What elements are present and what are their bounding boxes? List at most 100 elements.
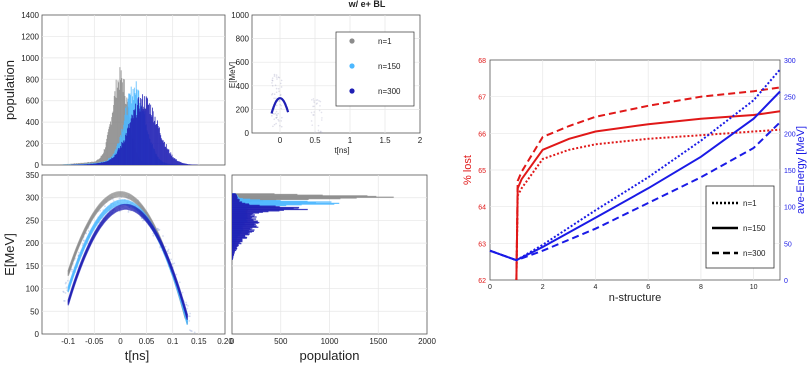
scatter-point [167, 248, 170, 251]
x-tick-label: 0.05 [139, 337, 155, 346]
y-tick-label: 400 [26, 118, 40, 127]
scatter-point [65, 281, 67, 284]
y-tick-label: 200 [26, 140, 40, 149]
x-tick-label: 0 [278, 136, 283, 145]
x-tick-label: 4 [594, 284, 598, 291]
inset-point [280, 104, 283, 107]
scatter-point [175, 273, 178, 276]
inset-point [280, 107, 283, 110]
scatter-point [190, 330, 193, 333]
scatter-point [169, 252, 171, 255]
inset-point [278, 120, 280, 122]
energy-line-n150 [489, 90, 781, 262]
inset-point [275, 110, 278, 113]
y-tick-label: 64 [478, 205, 486, 212]
x-tick-label: 2000 [418, 337, 436, 346]
inset-point [314, 131, 316, 134]
legend-marker-light_blue [349, 63, 355, 69]
lost-line-n1 [515, 128, 781, 281]
y-tick-label: 800 [236, 35, 250, 44]
lost-line-n150 [515, 110, 781, 281]
inset-point [315, 103, 318, 105]
y-tick-label: 200 [26, 239, 40, 248]
inset-point [312, 98, 315, 100]
inset-point [318, 109, 321, 112]
lost-line-n300 [515, 86, 781, 281]
inset-point [271, 82, 273, 84]
inset-point [317, 129, 320, 132]
y-tick-label: 250 [26, 216, 40, 225]
inset-point [271, 79, 274, 81]
x-tick-label: 1000 [321, 337, 339, 346]
y-tick-label: 150 [26, 262, 40, 271]
inset-point [275, 74, 278, 76]
inset-point [317, 124, 320, 127]
y-tick-label: 68 [478, 58, 486, 65]
scatter-point [189, 312, 191, 315]
inset-point [273, 73, 276, 76]
scatter-point [185, 301, 188, 304]
inset-point [313, 114, 315, 116]
scatter-point [158, 228, 161, 231]
inset-point [310, 111, 313, 114]
scatter-point [77, 251, 80, 254]
y-right-tick-label: 0 [784, 278, 788, 285]
inset-point [312, 114, 314, 116]
y-right-tick-label: 150 [784, 168, 796, 175]
inset-point [320, 119, 323, 121]
scatter-point [157, 229, 160, 232]
energy-time-plot: -0.1 -0.05 0 0.05 0.1 0.15 0.20050100150200250… [2, 171, 233, 363]
scatter-point [173, 262, 176, 265]
energy-line-n300 [489, 121, 781, 262]
inset-point [278, 100, 281, 102]
scatter-point [81, 242, 84, 245]
y-right-tick-label: 50 [784, 241, 792, 248]
x-axis-label: population [300, 348, 360, 363]
inset-point [273, 123, 276, 126]
y-axis-label: population [2, 60, 17, 120]
scatter-point [152, 234, 155, 237]
y-tick-label: 1200 [21, 32, 39, 41]
x-tick-label: 1.5 [379, 136, 391, 145]
scatter-point [71, 268, 73, 271]
inset-point [279, 103, 282, 106]
x-tick-label: 0.1 [167, 337, 179, 346]
x-tick-label: 500 [274, 337, 288, 346]
y-tick-label: 600 [236, 58, 250, 67]
x-tick-label: 0.20 [217, 337, 233, 346]
inset-point [275, 114, 278, 116]
y-right-tick-label: 250 [784, 95, 796, 102]
y-tick-label: 65 [478, 168, 486, 175]
scatter-point [185, 303, 188, 306]
inset-point [280, 94, 282, 96]
inset-point [320, 130, 322, 133]
scatter-point [166, 250, 169, 253]
inset-point [316, 99, 319, 101]
legend-marker-dark_blue [349, 88, 355, 94]
inset-point [276, 78, 278, 80]
inset-point [319, 105, 321, 107]
y-right-tick-label: 300 [784, 58, 796, 65]
y-tick-label: 0 [35, 161, 40, 170]
inset-point [313, 100, 315, 102]
scatter-point [99, 209, 101, 212]
y-axis-label: % lost [462, 155, 474, 185]
inset-point [280, 120, 283, 122]
scatter-point [188, 315, 191, 318]
x-tick-label: -0.1 [61, 337, 75, 346]
x-tick-label: 2 [541, 284, 545, 291]
inset-point [321, 131, 323, 134]
inset-point [273, 93, 276, 96]
inset-point [279, 82, 282, 85]
inset-point [279, 94, 282, 96]
legend-label: n=1 [378, 37, 392, 46]
x-tick-label: -0.05 [85, 337, 104, 346]
inset-point [321, 117, 323, 119]
x-tick-label: 1 [348, 136, 353, 145]
inset-point [313, 111, 315, 113]
inset-point [275, 116, 278, 119]
scatter-point [167, 250, 169, 252]
x-axis-label: t[ns] [334, 146, 349, 155]
inset-curve [270, 97, 290, 114]
inset-point [318, 100, 320, 102]
